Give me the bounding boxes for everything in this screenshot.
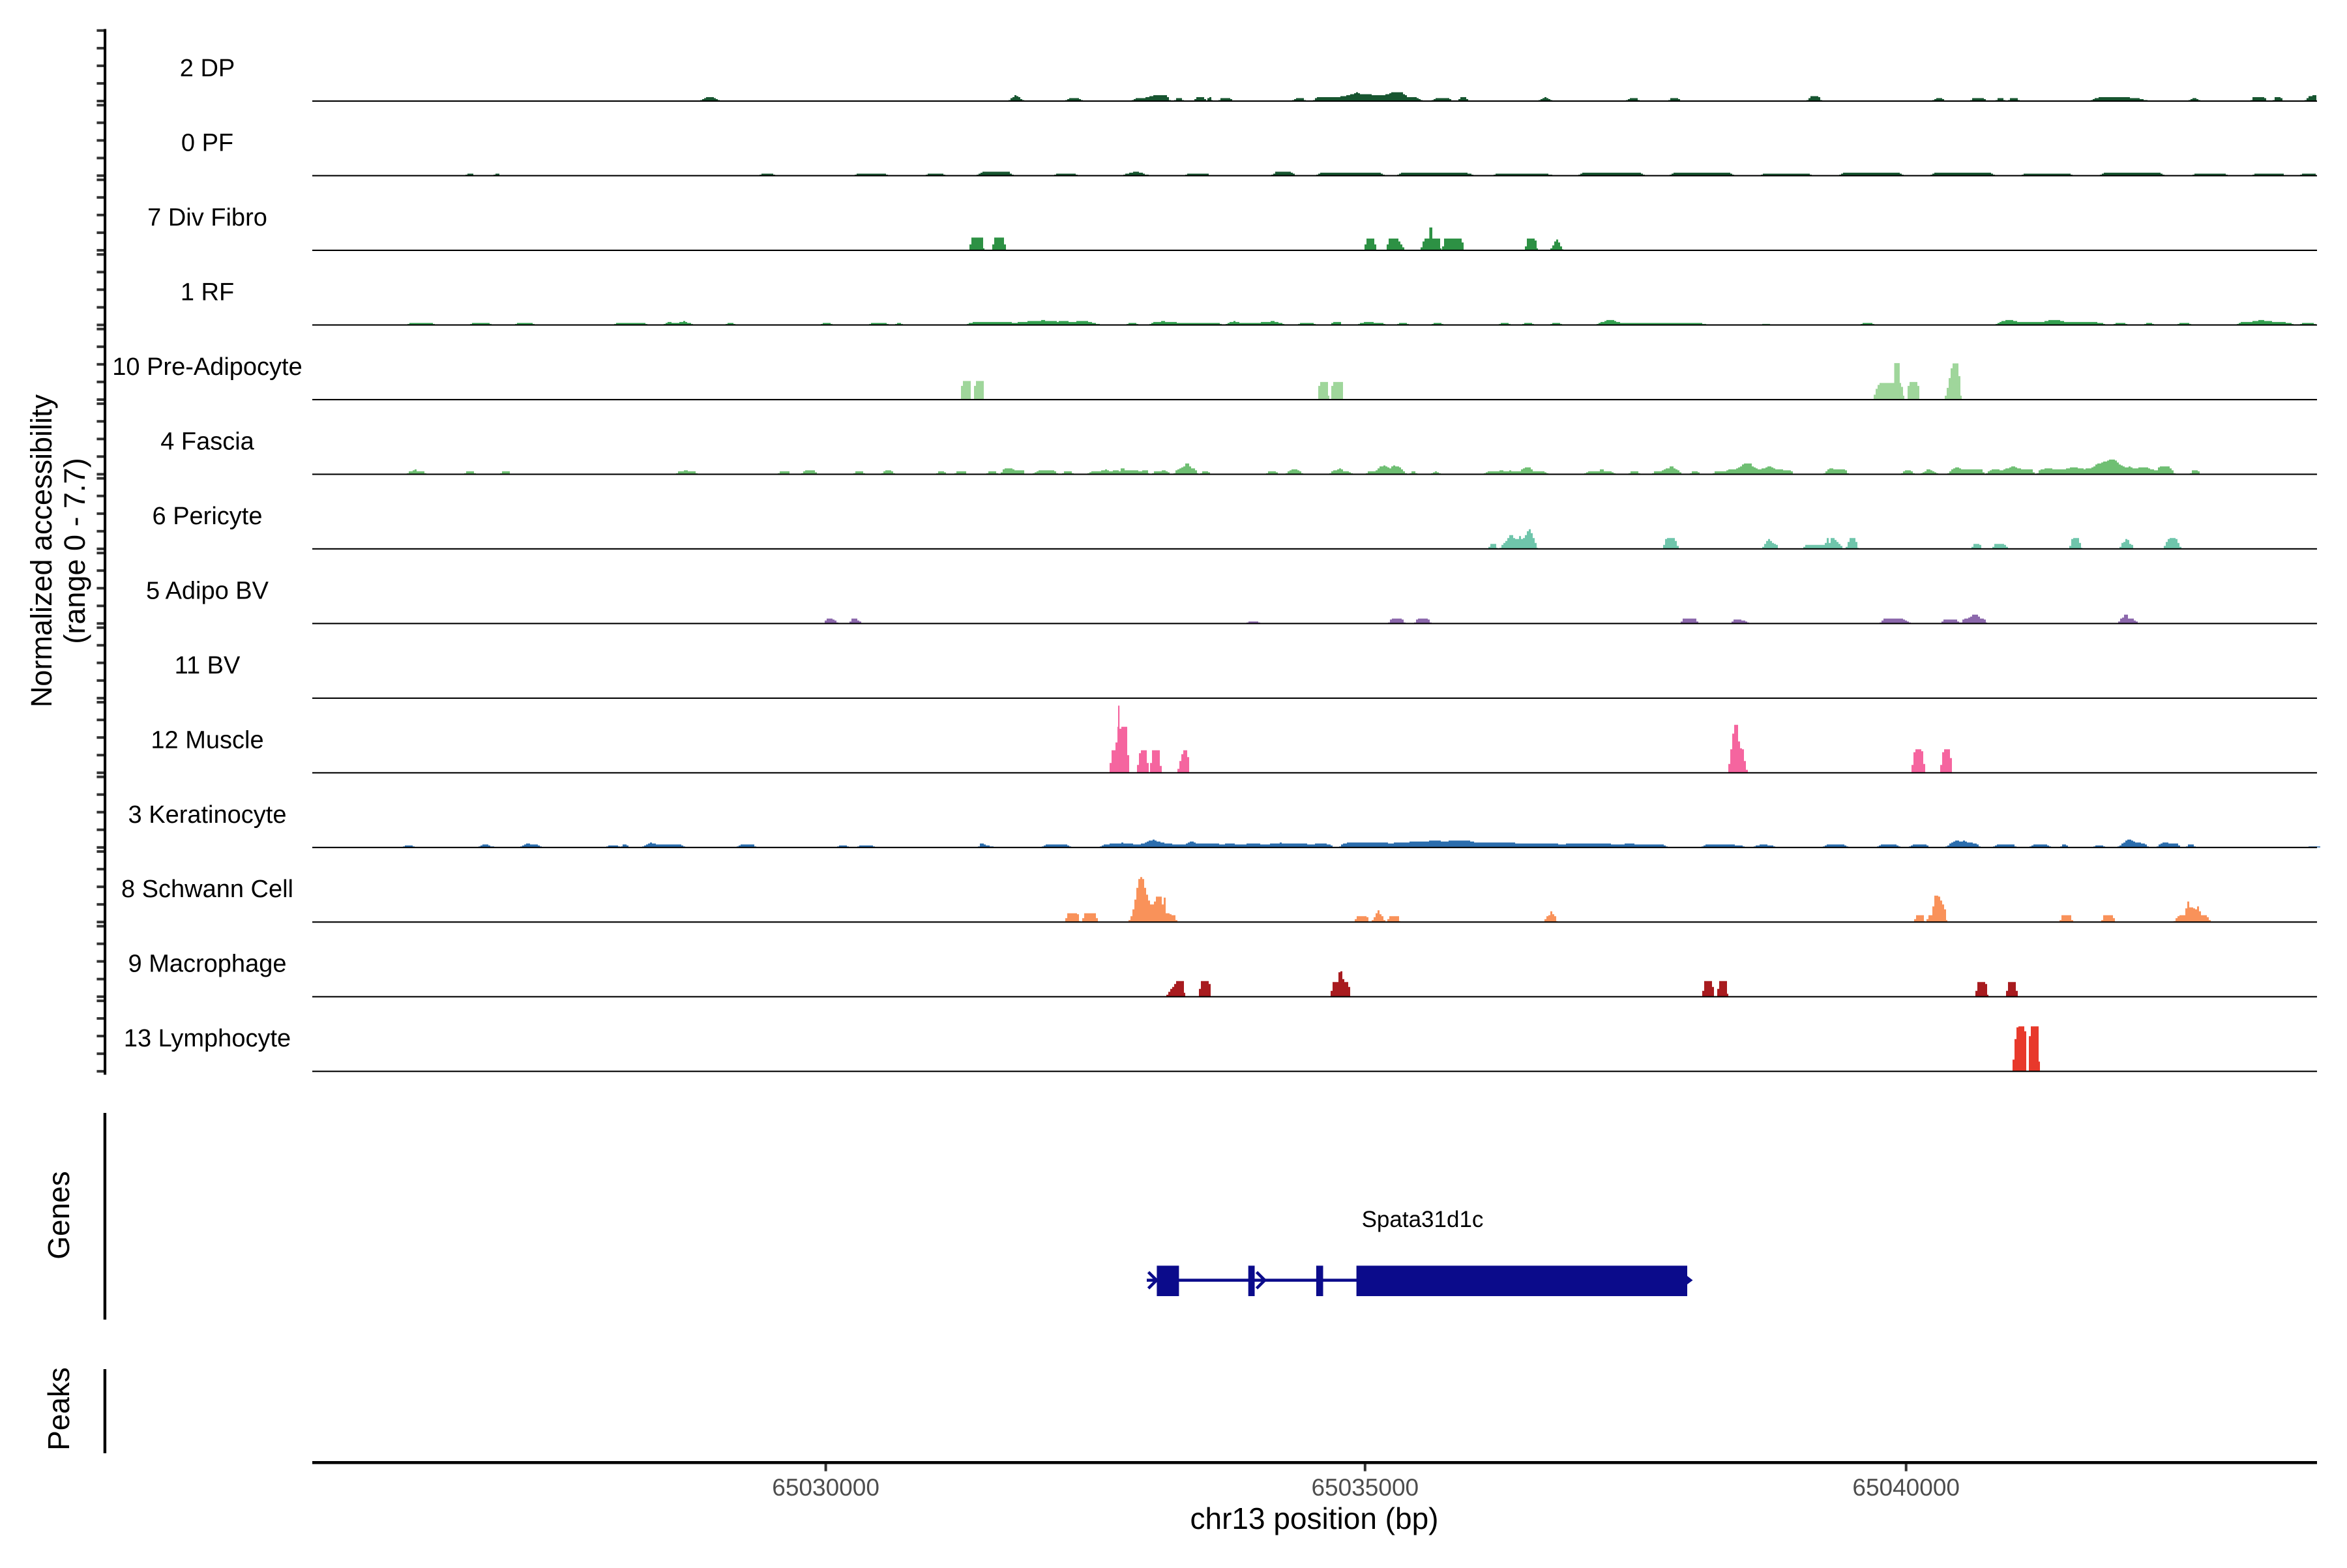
svg-text:5 Adipo BV: 5 Adipo BV xyxy=(146,577,269,604)
svg-text:13 Lymphocyte: 13 Lymphocyte xyxy=(124,1025,291,1052)
svg-text:7 Div Fibro: 7 Div Fibro xyxy=(147,204,267,231)
svg-text:9 Macrophage: 9 Macrophage xyxy=(128,951,287,978)
svg-text:4 Fascia: 4 Fascia xyxy=(160,428,254,455)
svg-text:Peaks: Peaks xyxy=(42,1367,76,1451)
svg-text:65030000: 65030000 xyxy=(772,1474,879,1501)
svg-text:8 Schwann Cell: 8 Schwann Cell xyxy=(121,876,293,903)
svg-text:65035000: 65035000 xyxy=(1311,1474,1419,1501)
svg-text:Spata31d1c: Spata31d1c xyxy=(1362,1207,1484,1232)
svg-text:2 DP: 2 DP xyxy=(180,55,235,82)
svg-text:12 Muscle: 12 Muscle xyxy=(151,726,263,754)
svg-text:Genes: Genes xyxy=(42,1171,76,1260)
svg-text:65040000: 65040000 xyxy=(1852,1474,1960,1501)
svg-text:6 Pericyte: 6 Pericyte xyxy=(153,503,263,530)
svg-text:chr13 position (bp): chr13 position (bp) xyxy=(1190,1501,1439,1535)
svg-text:Normalized accessibility: Normalized accessibility xyxy=(25,394,58,707)
svg-text:1 RF: 1 RF xyxy=(181,278,234,306)
svg-text:11 BV: 11 BV xyxy=(175,652,241,679)
svg-text:0 PF: 0 PF xyxy=(181,129,233,156)
svg-text:3 Keratinocyte: 3 Keratinocyte xyxy=(128,801,287,829)
svg-text:10 Pre-Adipocyte: 10 Pre-Adipocyte xyxy=(112,353,303,381)
svg-text:(range 0 - 7.7): (range 0 - 7.7) xyxy=(58,458,91,643)
